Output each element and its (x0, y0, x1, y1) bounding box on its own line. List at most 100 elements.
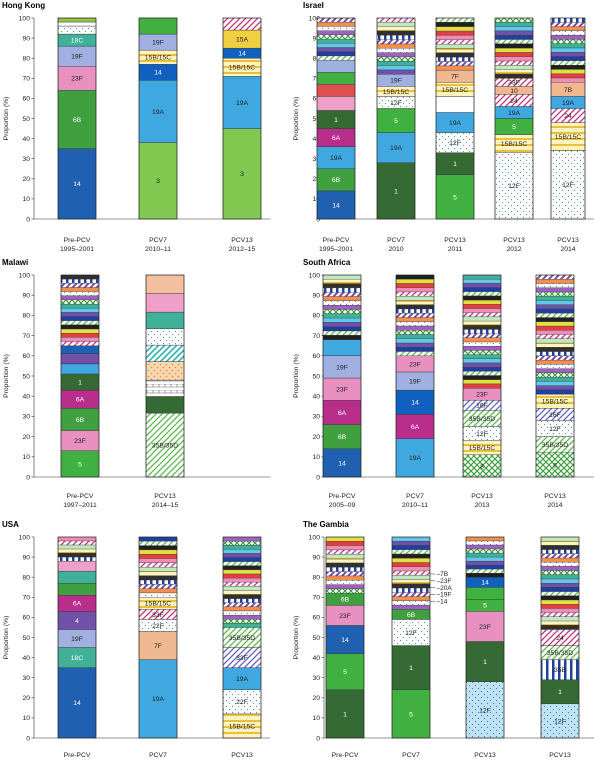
bar-segment (222, 17, 262, 31)
bar-segment-minor (395, 313, 435, 318)
bar-segment-minor (222, 540, 262, 546)
bar-segment-minor (376, 43, 416, 49)
bar-segment-minor (462, 362, 502, 368)
y-tick-label: 100 (19, 15, 31, 22)
y-tick-label: 60 (312, 96, 320, 103)
y-tick-label: 20 (312, 176, 320, 183)
bar-segment-minor (391, 545, 431, 550)
bar-segment-minor (462, 346, 502, 351)
bar-outline (145, 274, 185, 478)
bar-segment-minor (535, 385, 575, 391)
bar-segment-minor (494, 39, 534, 44)
segment-label: 12F (405, 630, 417, 637)
bar-segment-minor (222, 606, 262, 612)
y-tick-label: 70 (22, 333, 30, 340)
bar-segment (57, 583, 97, 596)
panel-0: Hong Kong 0 10 20 30 40 50 60 70 80 90 100 Proportio… (2, 1, 270, 253)
bar-segment-minor (535, 355, 575, 361)
y-axis-label: Proportion (%) (3, 354, 10, 398)
segment-label: 15B/15C (229, 723, 256, 730)
segment-label: 15B/15C (145, 601, 172, 608)
bar-segment-minor (322, 274, 362, 280)
x-category-label: PCV7 (149, 237, 167, 244)
bar-segment-minor (376, 56, 416, 62)
y-tick-label: 0 (26, 474, 30, 481)
y-tick-label: 80 (312, 575, 320, 582)
bar-segment-minor (376, 26, 416, 32)
bar-segment (57, 17, 97, 23)
bar-segment-minor (462, 383, 502, 389)
segment-label: 19F (390, 78, 402, 85)
segment-label: 7F (451, 74, 459, 81)
bar-segment-minor (462, 337, 502, 343)
bar-segment-minor (540, 570, 580, 575)
bar-segment-minor (376, 39, 416, 45)
segment-label: 16F (476, 403, 488, 410)
segment-label: 23F (479, 624, 491, 631)
bar-segment-minor (222, 586, 262, 591)
segment-label: 6B (76, 417, 85, 424)
bar-segment-minor (322, 283, 362, 289)
bar-segment-minor (391, 558, 431, 563)
segment-label: 14 (411, 400, 419, 407)
segment-label: 23F (409, 361, 421, 368)
bar-segment-minor (376, 65, 416, 71)
legend-label: –7B (437, 571, 449, 578)
bar-segment-minor (222, 602, 262, 608)
segment-label: 23F (74, 438, 86, 445)
x-category-label: Pre-PCV (64, 237, 91, 244)
bar-segment-minor (57, 544, 97, 550)
bar-segment-minor (60, 287, 100, 292)
bar-segment-minor (322, 287, 362, 293)
bar-outline (376, 17, 416, 220)
bar-segment-minor (395, 304, 435, 310)
bar-segment (325, 653, 365, 690)
segment-label: 7F (154, 643, 162, 650)
bar-segment-minor (462, 295, 502, 301)
segment-label: 1 (78, 379, 82, 386)
y-axis-label: Proportion (%) (293, 97, 300, 141)
segment-label: 3 (156, 178, 160, 185)
bar-segment-minor (222, 623, 262, 628)
bar-segment-minor (462, 375, 502, 380)
bar-segment-minor (462, 350, 502, 355)
panel-title: Israel (303, 1, 324, 10)
y-tick-label: 30 (22, 414, 30, 421)
bar-segment (145, 361, 185, 381)
segment-label: 14 (154, 70, 162, 77)
bar-outline (322, 274, 362, 478)
bar-segment-minor (465, 569, 505, 574)
bar-segment-minor (550, 22, 586, 27)
bar-segment-minor (391, 604, 431, 610)
y-tick-label: 90 (312, 35, 320, 42)
x-category-label: Pre-PCV (323, 237, 350, 244)
bar-segment-minor (322, 305, 362, 310)
panel-title: Hong Kong (2, 1, 45, 10)
bar-segment (57, 570, 97, 584)
bar-segment-minor (540, 583, 580, 588)
segment-label: 10 (510, 88, 518, 95)
segment-label: 19A (409, 455, 422, 462)
bar-segment-minor (138, 536, 178, 542)
segment-label: 19A (152, 696, 165, 703)
bar-segment-minor (494, 35, 534, 40)
bar-segment-minor (462, 320, 502, 326)
y-tick-label: 20 (22, 695, 30, 702)
segment-label: 6B (341, 597, 350, 604)
bar-segment-minor (222, 536, 262, 542)
bar-segment-minor (494, 69, 534, 75)
bar-segment-minor (395, 296, 435, 301)
y-tick-label: 80 (312, 56, 320, 63)
segment-label: 19A (508, 110, 521, 117)
bar-segment (465, 611, 505, 642)
segment-label: 12F (549, 426, 561, 433)
bar-segment (316, 96, 356, 111)
bar-outline (465, 536, 505, 739)
bar-segment-minor (222, 557, 262, 562)
bar-segment-minor (535, 287, 575, 293)
bar-segment-minor (316, 30, 356, 36)
bar-segment-minor (325, 580, 365, 585)
segment-label: 12F (479, 707, 491, 714)
bar-segment (60, 345, 100, 354)
bar-segment-minor (222, 577, 262, 583)
